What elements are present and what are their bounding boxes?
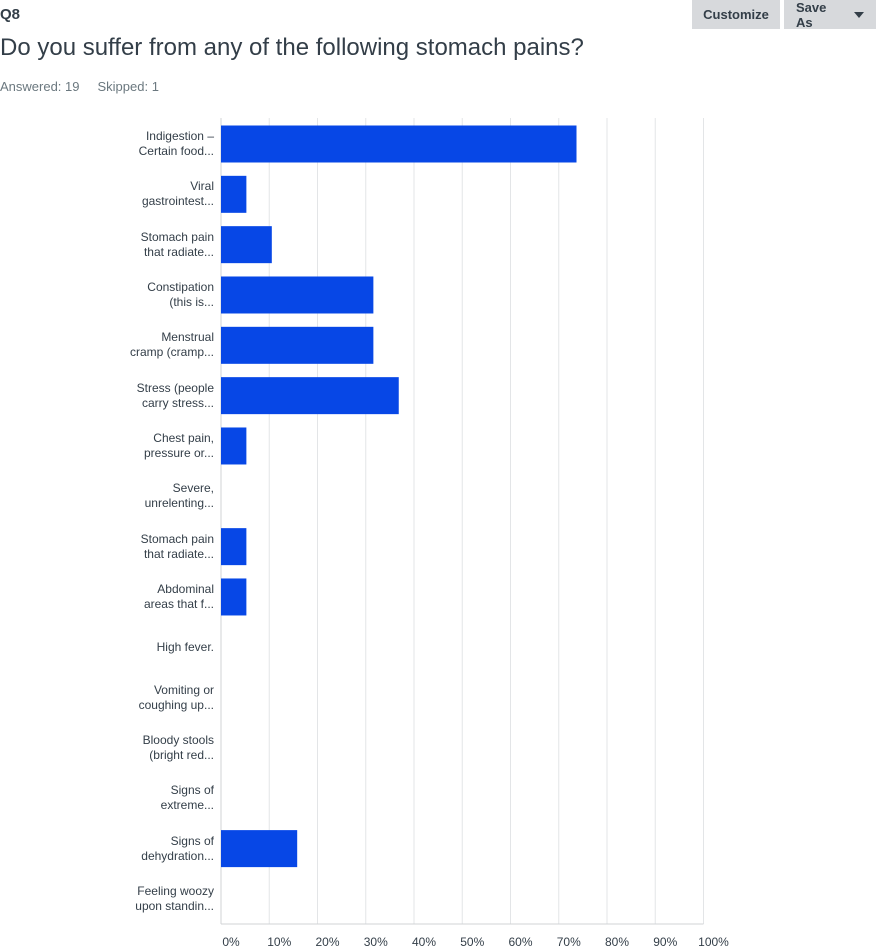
category-label-line: unrelenting... [144,496,214,511]
category-label-line: dehydration... [141,848,214,863]
bar[interactable] [221,276,374,314]
response-stats: Answered: 19 Skipped: 1 [0,79,159,94]
category-label: Feeling woozy upon standin... [94,884,214,914]
x-tick-label: 40% [411,935,437,949]
category-label: Stomach pain that radiate... [94,532,214,562]
category-label: Viral gastrointest... [94,179,214,209]
category-label-line: carry stress... [141,395,214,410]
category-label: Menstrual cramp (cramp... [94,330,214,360]
category-label-line: Viral [190,179,214,194]
save-as-button-label: Save As [796,0,827,30]
category-label-line: Chest pain, [153,430,214,445]
category-label-line: that radiate... [143,546,214,561]
category-label-line: extreme... [160,798,214,813]
customize-button-label: Customize [703,7,769,22]
bar[interactable] [221,427,247,465]
bar[interactable] [221,377,399,415]
customize-button[interactable]: Customize [692,0,780,29]
bar[interactable] [221,175,247,213]
category-label-line: pressure or... [143,445,214,460]
category-label: Signs of extreme... [94,783,214,813]
category-label-line: Severe, [172,481,214,496]
category-label-line: Stomach pain [140,531,214,546]
category-label-line: Menstrual [161,330,214,345]
category-label-line: cramp (cramp... [129,345,214,360]
category-label: High fever. [94,640,214,655]
x-tick-label: 20% [315,935,340,949]
bar[interactable] [221,226,272,264]
bar[interactable] [221,830,298,868]
category-label: Severe, unrelenting... [94,481,214,511]
x-tick-label: 50% [460,935,485,949]
caret-down-icon [854,11,864,18]
category-label: Abdominal areas that f... [94,582,214,612]
category-label: Chest pain, pressure or... [94,431,214,461]
bar[interactable] [221,528,247,566]
bar[interactable] [221,578,247,616]
category-label: Indigestion – Certain food... [94,129,214,159]
category-label-line: Feeling woozy [137,883,214,898]
question-number: Q8 [0,6,21,23]
x-tick-label: 90% [653,935,678,949]
category-label-line: gastrointest... [141,194,214,209]
category-label-line: Constipation [147,279,214,294]
category-label-line: Stomach pain [140,229,214,244]
category-label-line: areas that f... [143,596,214,611]
category-label: Stress (people carry stress... [94,381,214,411]
category-label-line: Certain food... [138,144,214,158]
category-label: Bloody stools (bright red... [94,733,214,763]
category-label-line: (bright red... [149,747,214,762]
category-label: Signs of dehydration... [94,834,214,864]
category-label-line: that radiate... [143,244,214,259]
x-tick-label: 10% [267,935,292,949]
category-label-line: Signs of [170,783,214,798]
category-label-line: upon standin... [135,898,214,913]
x-tick-label: 100% [698,935,729,949]
category-label-line: Stress (people [136,380,214,395]
category-label-line: coughing up... [138,697,214,712]
skipped-count: Skipped: 1 [97,79,159,94]
bar[interactable] [221,125,577,163]
category-label-line: Indigestion – [145,129,214,143]
x-tick-label: 80% [604,935,630,949]
x-tick-label: 70% [556,935,581,949]
bar[interactable] [221,326,374,364]
answered-count: Answered: 19 [0,79,80,94]
x-tick-label: 30% [363,935,388,949]
category-label-line: Vomiting or [153,682,214,697]
category-label-line: Abdominal [157,581,214,596]
category-label-line: Bloody stools [142,732,214,747]
save-as-button[interactable]: Save As [784,0,876,30]
category-label: Vomiting or coughing up... [94,683,214,713]
toolbar: Customize Save As [692,0,876,30]
category-label-line: High fever. [156,639,214,654]
category-label: Stomach pain that radiate... [94,230,214,260]
x-tick-label: 60% [508,935,533,949]
category-label-line: (this is... [169,294,214,309]
x-tick-label: 0% [222,935,240,949]
category-label: Constipation (this is... [94,280,214,310]
category-label-line: Signs of [170,833,214,848]
question-title: Do you suffer from any of the following … [0,34,584,61]
